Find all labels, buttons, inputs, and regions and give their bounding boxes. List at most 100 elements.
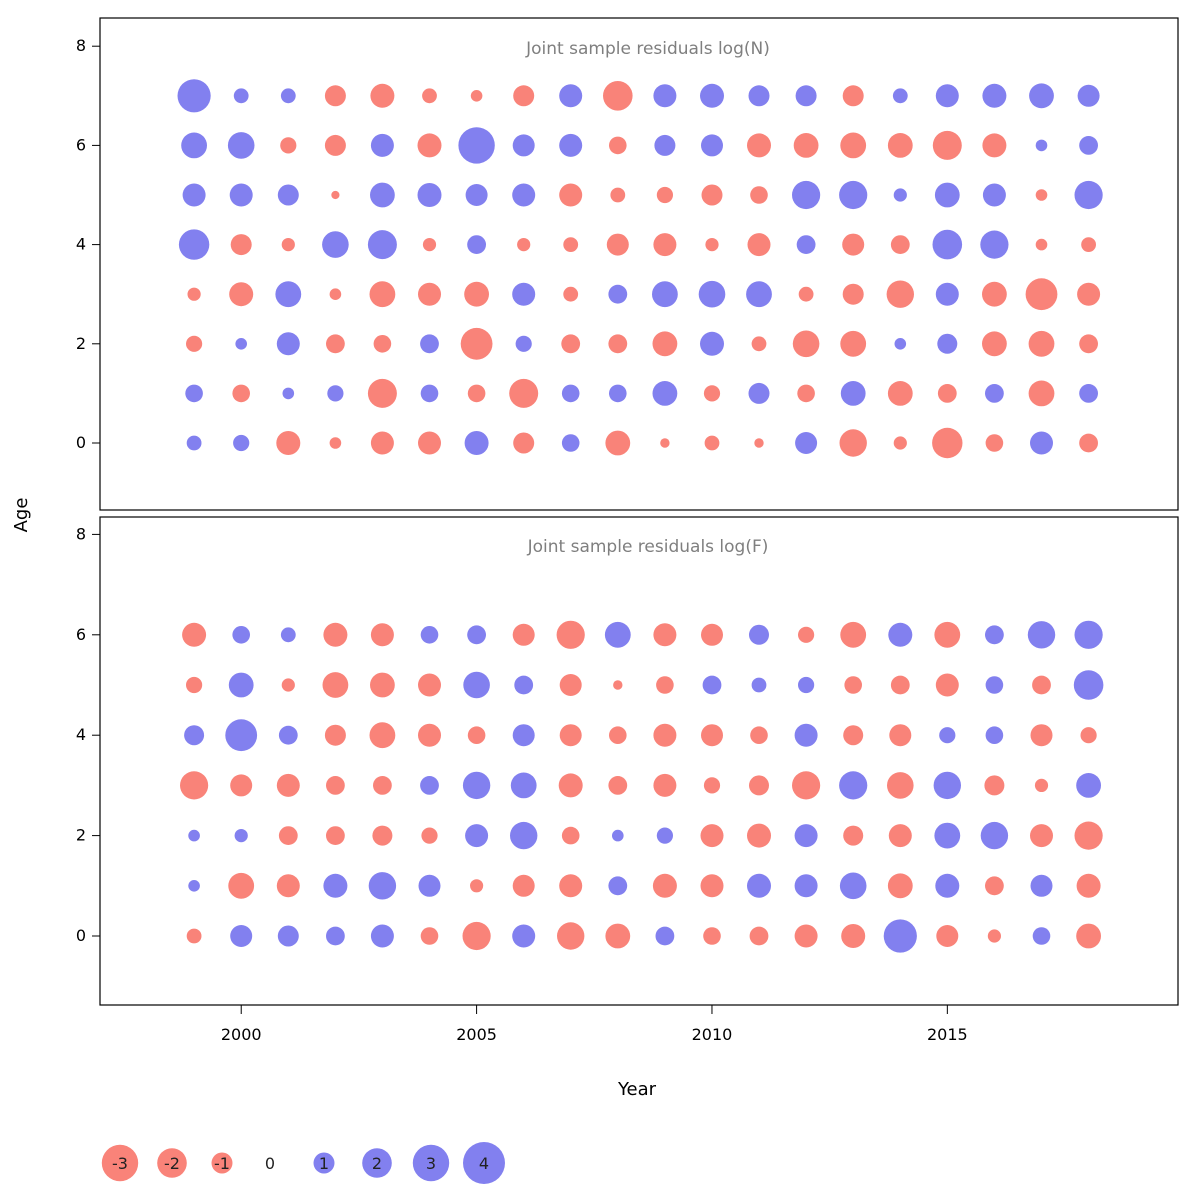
residual-bubble bbox=[186, 335, 203, 352]
residual-bubble bbox=[277, 184, 299, 206]
residual-bubble bbox=[701, 184, 723, 206]
residual-bubble bbox=[750, 726, 768, 744]
residual-bubble bbox=[563, 286, 579, 302]
residual-bubble bbox=[276, 431, 301, 455]
residual-bubble bbox=[656, 676, 674, 694]
residual-bubble bbox=[370, 672, 395, 698]
residual-bubble bbox=[326, 776, 345, 795]
residual-bubble bbox=[704, 435, 720, 451]
legend-bubble bbox=[463, 1142, 505, 1184]
residual-bubble bbox=[653, 723, 677, 747]
residual-bubble bbox=[843, 825, 864, 846]
residual-bubble bbox=[936, 925, 959, 947]
residual-bubble bbox=[700, 824, 724, 848]
residual-bubble bbox=[329, 437, 342, 449]
residual-bubble bbox=[839, 771, 868, 800]
residual-bubble bbox=[370, 431, 394, 455]
residual-bubble bbox=[796, 235, 816, 255]
residual-bubble bbox=[418, 723, 441, 747]
residual-bubble bbox=[186, 435, 202, 451]
residual-bubble bbox=[609, 136, 627, 155]
residual-bubble bbox=[887, 381, 913, 406]
residual-bubble bbox=[510, 772, 537, 799]
residual-bubble bbox=[367, 230, 397, 260]
residual-bubble bbox=[235, 338, 247, 350]
residual-bubble bbox=[367, 378, 397, 408]
legend-value-label: 0 bbox=[265, 1154, 275, 1173]
residual-bubble bbox=[652, 331, 678, 357]
residual-bubble bbox=[652, 281, 678, 308]
residual-bubble bbox=[512, 134, 535, 157]
residual-bubble bbox=[470, 90, 483, 102]
residual-bubble bbox=[225, 719, 258, 752]
residual-bubble bbox=[182, 183, 206, 207]
residual-bubble bbox=[842, 283, 864, 305]
residual-bubble bbox=[604, 621, 631, 648]
residual-bubble bbox=[653, 773, 677, 797]
residual-bubble bbox=[369, 281, 396, 308]
residual-bubble bbox=[417, 133, 442, 158]
residual-bubble bbox=[512, 874, 535, 897]
residual-bubble bbox=[653, 233, 677, 257]
residual-bubble bbox=[422, 238, 437, 252]
legend-value-label: 4 bbox=[479, 1154, 489, 1173]
residual-bubble bbox=[187, 287, 201, 301]
x-axis-ticks: 2000 2005 2010 2015 bbox=[221, 1005, 968, 1044]
residual-bubble bbox=[561, 334, 581, 354]
legend-bubble bbox=[362, 1148, 392, 1178]
residual-bubble bbox=[331, 190, 340, 200]
residual-bubble bbox=[227, 132, 255, 159]
residual-bubble bbox=[180, 771, 209, 800]
residual-bubble bbox=[982, 281, 1007, 307]
residual-bubble bbox=[467, 625, 486, 645]
residual-bubble bbox=[702, 675, 722, 695]
residual-bubble bbox=[703, 777, 721, 794]
residual-bubble bbox=[417, 183, 442, 207]
residual-bubble bbox=[934, 621, 961, 648]
residual-bubble bbox=[281, 238, 295, 252]
legend-bubble bbox=[313, 1152, 335, 1174]
residual-bubble bbox=[792, 330, 820, 358]
residual-bubble bbox=[843, 725, 864, 746]
residual-bubble bbox=[792, 180, 821, 210]
residual-bubble bbox=[610, 187, 626, 203]
residual-bubble bbox=[793, 133, 819, 158]
residual-bubble bbox=[370, 623, 394, 647]
residual-bubble bbox=[181, 132, 208, 159]
residual-bubble bbox=[327, 385, 344, 402]
residual-bubble bbox=[889, 724, 912, 747]
y-axis-label: Age bbox=[11, 498, 32, 533]
residual-bubble bbox=[703, 927, 721, 945]
residual-bubble bbox=[185, 384, 203, 403]
residual-bubble bbox=[422, 88, 437, 104]
residual-bubble bbox=[418, 431, 441, 455]
residual-bubble bbox=[887, 772, 914, 799]
residual-bubble bbox=[935, 84, 959, 108]
residual-bubble bbox=[370, 83, 395, 108]
residual-bubble bbox=[420, 776, 439, 795]
residual-bubble bbox=[1030, 724, 1053, 747]
residual-bubble bbox=[751, 677, 767, 693]
residual-bubble bbox=[703, 385, 721, 402]
residual-bubble bbox=[228, 872, 255, 899]
residual-bubble bbox=[512, 183, 536, 207]
residual-bubble bbox=[701, 134, 723, 157]
residual-bubble bbox=[1032, 675, 1051, 695]
residual-bubble bbox=[797, 384, 815, 403]
residual-bubble bbox=[515, 335, 532, 352]
residual-bubble bbox=[982, 331, 1007, 357]
residual-bubble bbox=[559, 133, 583, 157]
residual-bubble bbox=[795, 85, 817, 107]
residual-bubble bbox=[1077, 84, 1100, 107]
y-tick-label: 0 bbox=[76, 926, 86, 945]
residual-bubble bbox=[458, 127, 495, 164]
residual-bubble bbox=[517, 238, 531, 252]
residual-bubble bbox=[1025, 278, 1058, 311]
residual-bubble bbox=[467, 384, 486, 403]
residual-bubble bbox=[612, 829, 624, 842]
residual-bubble bbox=[840, 621, 867, 648]
residual-bubble bbox=[842, 85, 864, 107]
residual-bubble bbox=[418, 282, 441, 306]
residual-bubble bbox=[464, 281, 489, 307]
residual-bubble bbox=[230, 925, 253, 947]
